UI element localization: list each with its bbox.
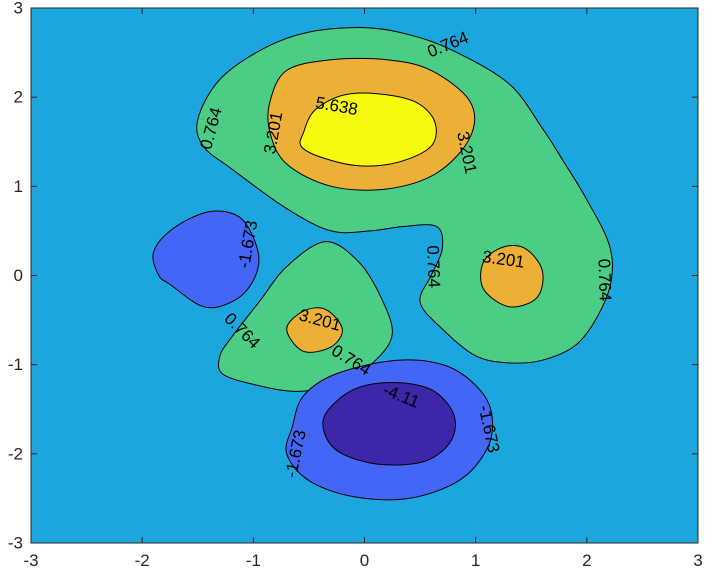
contour-label: 0.764 [594,258,614,301]
axes: -3 -2 -1 0 1 2 3 -3 -2 -1 0 1 2 3 [8,0,703,570]
y-tick-label: 3 [14,0,23,18]
y-tick-label: -2 [8,444,23,463]
contour-region-3_201-4 [286,307,343,353]
x-tick-label: 2 [582,551,591,570]
x-tick-label: -3 [23,551,38,570]
y-tick-label: 0 [14,266,23,285]
y-tick-label: 1 [14,177,23,196]
x-tick-label: -1 [246,551,261,570]
y-tick-label: 2 [14,88,23,107]
x-tick-label: 0 [360,551,369,570]
contour-region-3_201-3 [480,244,544,308]
x-tick-label: 3 [693,551,702,570]
contour-region-neg4_11-8 [322,382,456,466]
contour-region-neg1_673-6 [152,210,260,309]
x-tick-label: -2 [135,551,150,570]
x-tick-label: 1 [471,551,480,570]
y-tick-label: -1 [8,355,23,374]
contour-label: 0.764 [423,245,443,288]
y-tick-label: -3 [8,534,23,553]
contour-regions [152,27,613,501]
contour-region-5_638-5 [299,92,437,167]
